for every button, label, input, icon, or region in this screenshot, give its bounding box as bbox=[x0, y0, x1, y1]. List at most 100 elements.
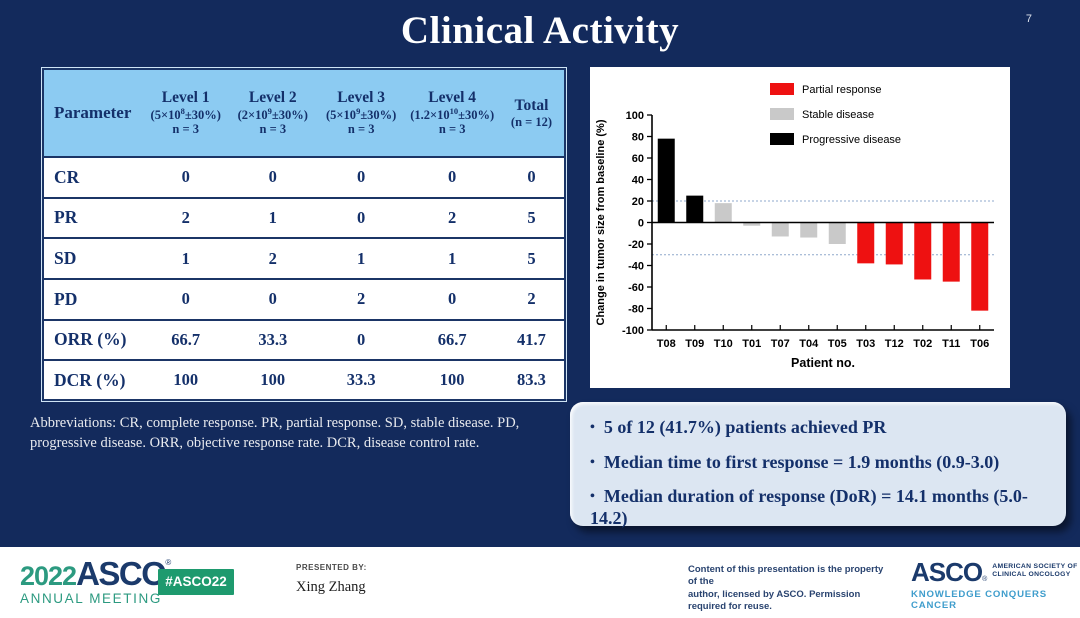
table-row: PD 0 0 2 0 2 bbox=[44, 279, 564, 320]
finding-item: Median duration of response (DoR) = 14.1… bbox=[590, 486, 1048, 529]
waterfall-chart-panel: -100 -80 -60 -40 -20 0 20 40 60 80 100 T08 T09 T10 T01… bbox=[590, 67, 1010, 388]
x-tick-label: T02 bbox=[913, 338, 932, 350]
society-line1: AMERICAN SOCIETY OF bbox=[992, 563, 1078, 570]
legend-label-partial: Partial response bbox=[802, 84, 882, 96]
table-cell: 100 bbox=[439, 370, 465, 390]
column-header-4: Level 4 (1.2×1010±30%) n = 3 bbox=[405, 70, 499, 158]
meeting-year: 2022 bbox=[20, 561, 77, 591]
table-cell: 0 bbox=[181, 167, 190, 187]
bar-T08 bbox=[657, 138, 675, 223]
hashtag-badge: #ASCO22 bbox=[158, 569, 234, 595]
table-row: DCR (%) 100 100 33.3 100 83.3 bbox=[44, 360, 564, 399]
bar-T12 bbox=[885, 222, 903, 265]
table-cell: 66.7 bbox=[171, 329, 201, 349]
asco-tagline: KNOWLEDGE CONQUERS CANCER bbox=[911, 589, 1047, 611]
table-cell: 66.7 bbox=[437, 329, 467, 349]
disclaimer-line1: Content of this presentation is the prop… bbox=[688, 564, 884, 588]
y-tick-label: 100 bbox=[626, 110, 644, 122]
disclaimer-line2: author, licensed by ASCO. Permission req… bbox=[688, 588, 861, 613]
table-cell: 5 bbox=[527, 248, 536, 268]
y-tick-label: 80 bbox=[632, 132, 644, 144]
column-header-5: Total (n = 12) bbox=[498, 70, 564, 158]
column-header-2: Level 2 (2×109±30%) n = 3 bbox=[228, 70, 317, 158]
table-cell: 1 bbox=[181, 248, 190, 268]
table-cell: 0 bbox=[527, 167, 536, 187]
table-row: SD 1 2 1 1 5 bbox=[44, 238, 564, 279]
asco-society-logo: ASCO® AMERICAN SOCIETY OF CLINICAL ONCOL… bbox=[911, 559, 1080, 611]
bar-T02 bbox=[914, 222, 932, 280]
bar-T06 bbox=[971, 222, 989, 311]
table-cell: 5 bbox=[527, 207, 536, 227]
bar-T09 bbox=[686, 195, 704, 223]
table-cell: 0 bbox=[357, 207, 366, 227]
findings-list: 5 of 12 (41.7%) patients achieved PR Medi… bbox=[590, 417, 1048, 529]
x-tick-label: T12 bbox=[885, 338, 904, 350]
table-cell: 0 bbox=[268, 167, 277, 187]
table-cell: 2 bbox=[268, 248, 277, 268]
registered-mark-icon: ® bbox=[982, 576, 988, 583]
bar-T05 bbox=[828, 222, 846, 244]
legend-swatch-stable bbox=[770, 108, 794, 120]
table-row: ORR (%) 66.7 33.3 0 66.7 41.7 bbox=[44, 320, 564, 361]
table-row: PR 2 1 0 2 5 bbox=[44, 198, 564, 239]
table-cell: 2 bbox=[357, 289, 366, 309]
table-cell: 1 bbox=[268, 207, 277, 227]
table-cell: 1 bbox=[448, 248, 457, 268]
table-cell: 83.3 bbox=[517, 370, 546, 390]
table-cell: 0 bbox=[268, 289, 277, 309]
presenter-name: Xing Zhang bbox=[296, 579, 366, 595]
table-cell: 33.3 bbox=[258, 329, 288, 349]
x-tick-label: T03 bbox=[856, 338, 875, 350]
presented-by-block: PRESENTED BY: Xing Zhang bbox=[296, 563, 367, 596]
table-cell: 41.7 bbox=[517, 329, 546, 349]
y-tick-label: 60 bbox=[632, 153, 644, 165]
table-cell: 2 bbox=[527, 289, 536, 309]
table-cell: 0 bbox=[357, 167, 366, 187]
x-tick-label: T06 bbox=[970, 338, 989, 350]
asco-annual-meeting-logo: 2022ASCO® ANNUAL MEETING bbox=[20, 557, 171, 606]
y-tick-label: -60 bbox=[628, 282, 644, 294]
table-cell: 0 bbox=[448, 289, 457, 309]
x-tick-label: T04 bbox=[799, 338, 819, 350]
table-cell: 2 bbox=[448, 207, 457, 227]
table-cell: 0 bbox=[181, 289, 190, 309]
key-findings-box: 5 of 12 (41.7%) patients achieved PR Medi… bbox=[570, 402, 1066, 529]
y-tick-label: -100 bbox=[622, 325, 644, 337]
legend-swatch-progressive bbox=[770, 133, 794, 145]
x-axis-label: Patient no. bbox=[791, 356, 855, 370]
finding-item: Median time to first response = 1.9 mont… bbox=[590, 452, 1048, 474]
page-title: Clinical Activity bbox=[400, 9, 680, 52]
x-tick-label: T08 bbox=[657, 338, 676, 350]
table-cell: 0 bbox=[357, 329, 366, 349]
row-label: PR bbox=[54, 207, 78, 228]
table-cell: 0 bbox=[448, 167, 457, 187]
meeting-name: ANNUAL MEETING bbox=[20, 591, 162, 606]
results-table: Parameter Level 1 (5×108±30%) n = 3 Level 2… bbox=[44, 70, 564, 399]
results-table-body: CR 0 0 0 0 0 PR 2 1 0 2 5 SD 1 2 1 1 5 PD 0 0 2 0 2 ORR (%) 66.7 3… bbox=[44, 157, 564, 399]
x-tick-label: T05 bbox=[828, 338, 847, 350]
page-number: 7 bbox=[1025, 13, 1032, 25]
table-cell: 100 bbox=[173, 370, 199, 390]
legend-swatch-partial bbox=[770, 83, 794, 95]
finding-item: 5 of 12 (41.7%) patients achieved PR bbox=[590, 417, 1048, 439]
legend-label-stable: Stable disease bbox=[802, 109, 874, 121]
y-tick-label: 20 bbox=[632, 196, 644, 208]
y-tick-label: -40 bbox=[628, 261, 644, 273]
param-header-cell: Parameter bbox=[44, 70, 143, 158]
bar-T03 bbox=[857, 222, 875, 264]
presented-by-label: PRESENTED BY: bbox=[296, 563, 367, 572]
table-cell: 33.3 bbox=[346, 370, 376, 390]
y-tick-label: -20 bbox=[628, 239, 644, 251]
copyright-disclaimer: Content of this presentation is the prop… bbox=[688, 564, 893, 613]
asco-wordmark: ASCO bbox=[76, 555, 167, 592]
waterfall-chart: -100 -80 -60 -40 -20 0 20 40 60 80 100 T08 T09 T10 T01… bbox=[595, 83, 994, 370]
bar-T01 bbox=[743, 222, 761, 226]
table-cell: 2 bbox=[181, 207, 190, 227]
x-tick-label: T10 bbox=[714, 338, 733, 350]
asco-wordmark-right: ASCO bbox=[911, 557, 983, 587]
y-tick-label: 0 bbox=[638, 218, 644, 230]
x-tick-label: T09 bbox=[685, 338, 704, 350]
y-tick-label: 40 bbox=[632, 175, 644, 187]
column-header-3: Level 3 (5×109±30%) n = 3 bbox=[316, 70, 406, 158]
